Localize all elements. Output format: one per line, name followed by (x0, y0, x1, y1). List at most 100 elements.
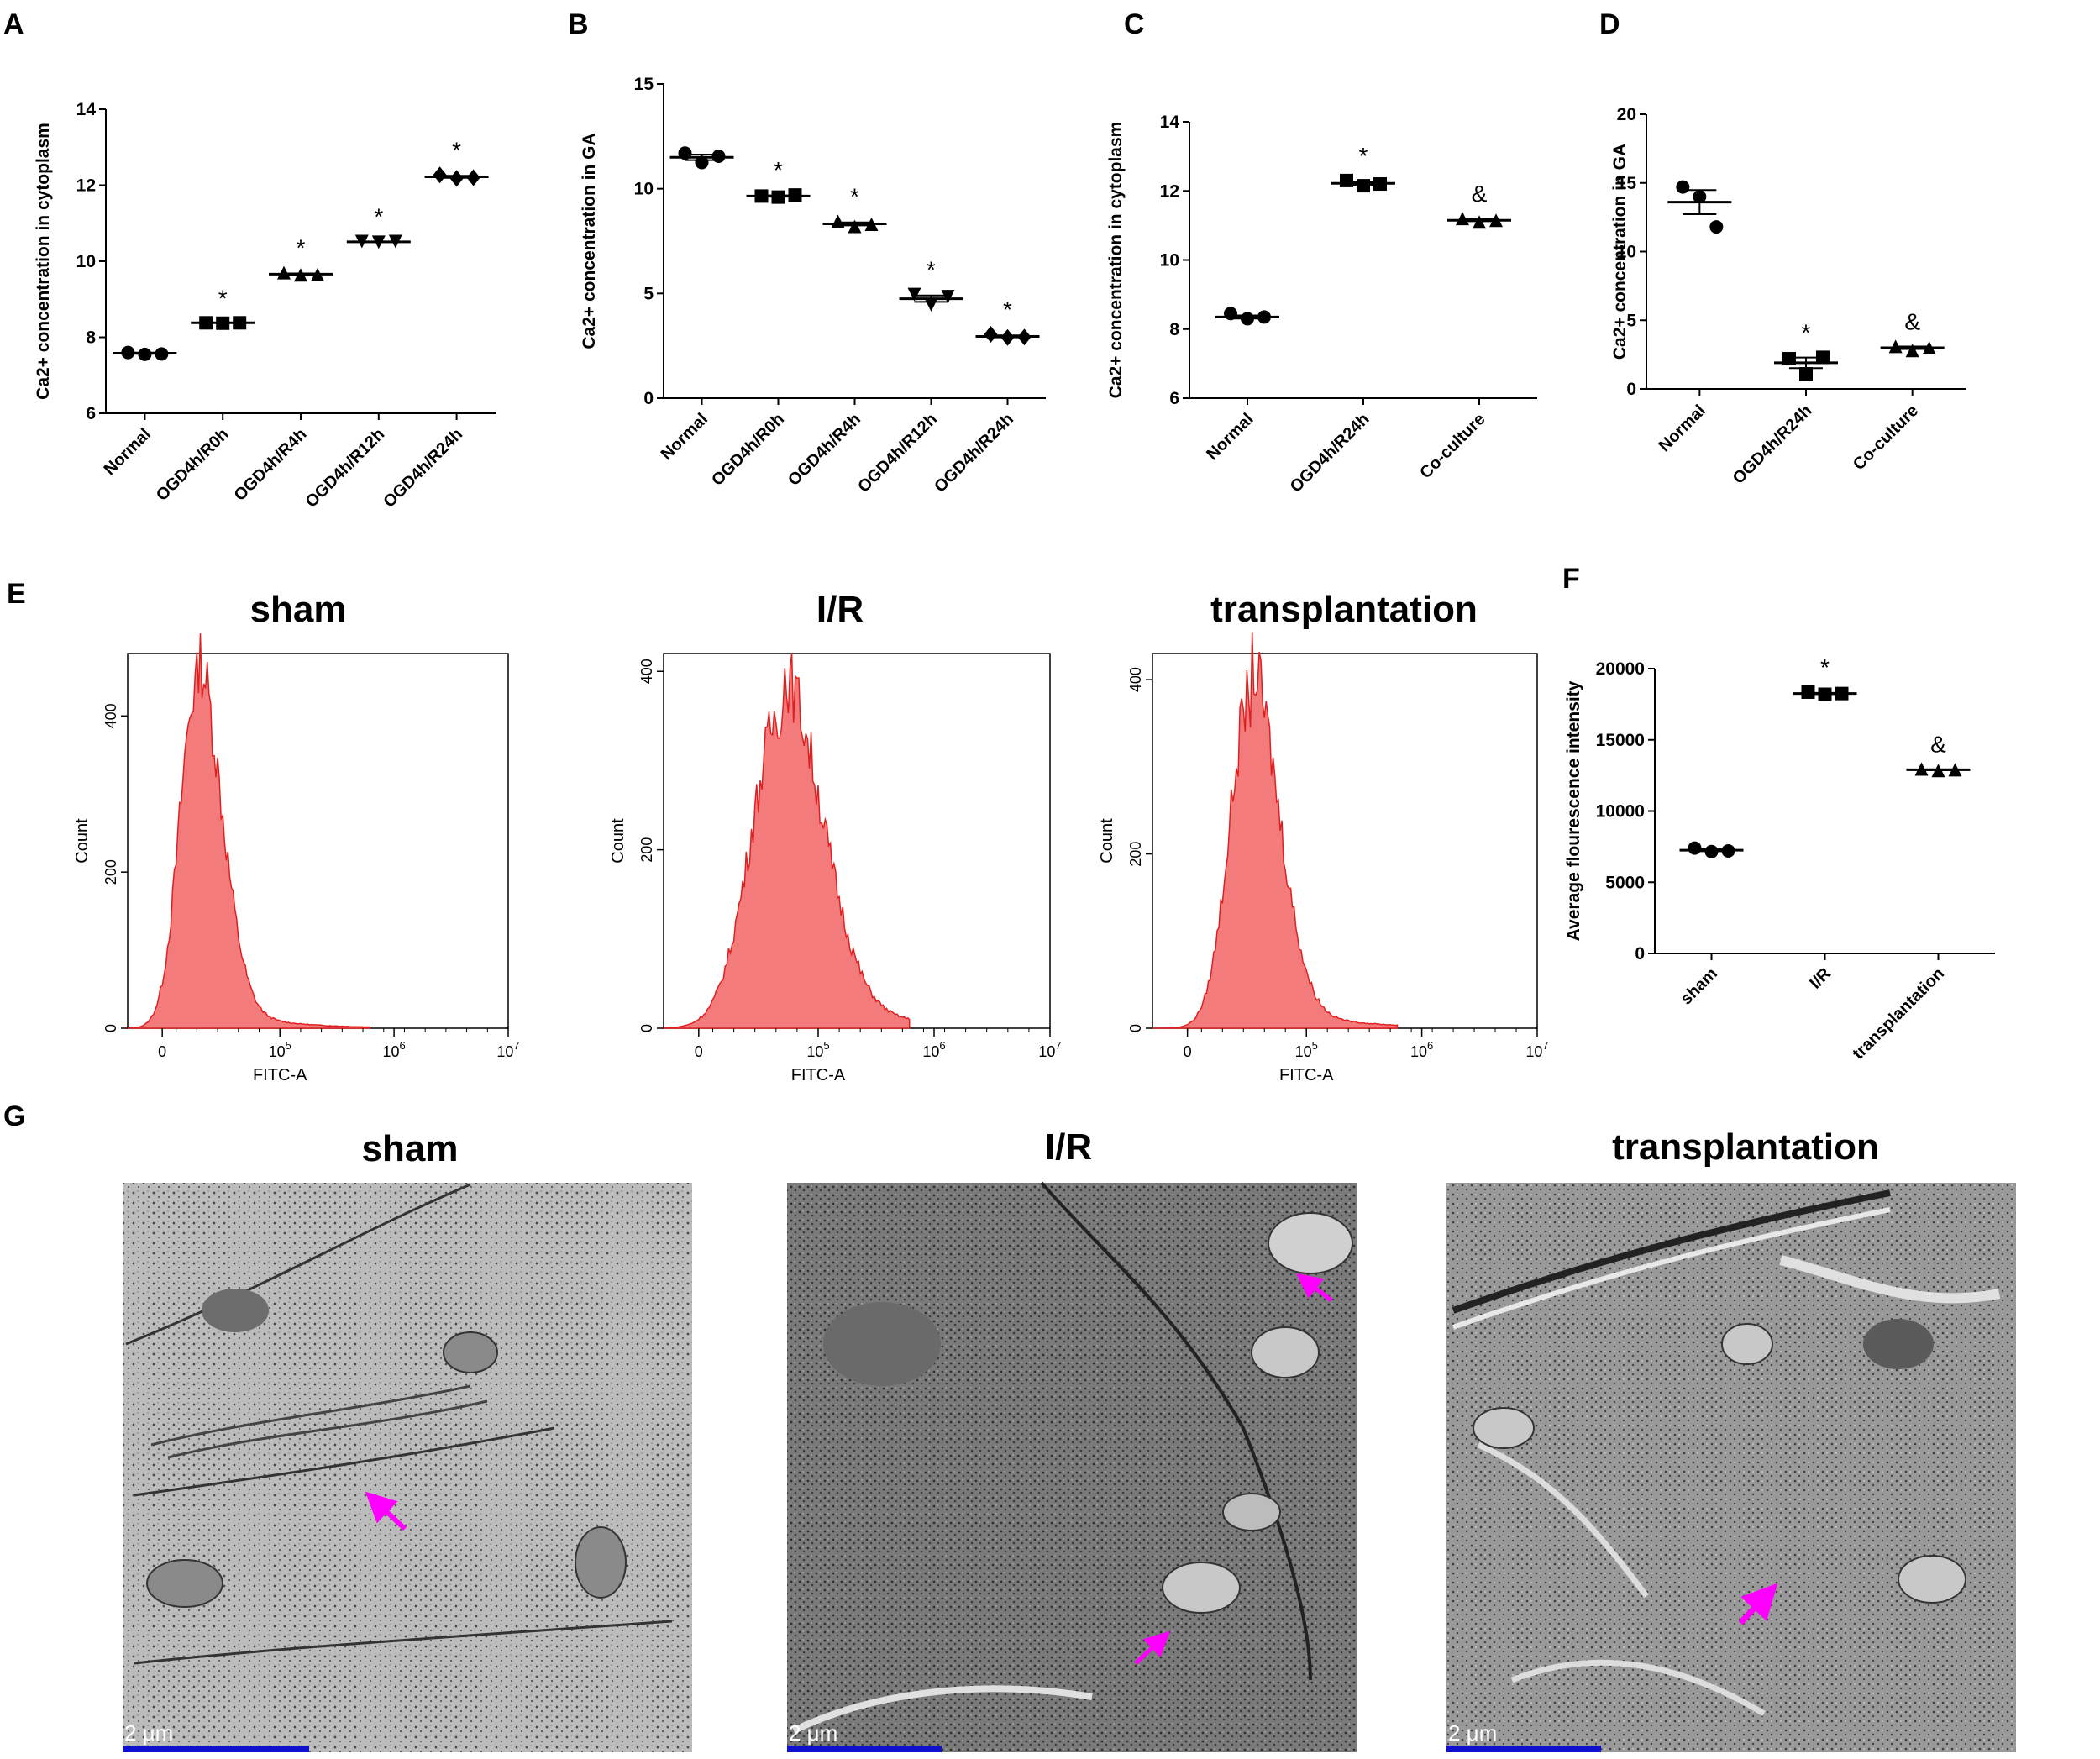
x-tick-label: 106 (922, 1039, 945, 1060)
y-tick-label: 0 (638, 1024, 655, 1032)
em-title-ir: I/R (1045, 1126, 1092, 1168)
data-point (433, 166, 447, 184)
data-point (1676, 180, 1690, 194)
y-tick-label: 200 (638, 837, 655, 863)
histogram-area (127, 633, 371, 1029)
y-tick-label: 15 (1617, 174, 1637, 193)
category-label: Normal (1203, 410, 1257, 464)
data-point (1688, 841, 1702, 855)
arrow-icon (1738, 1583, 1778, 1625)
category-label: Co-culture (1850, 402, 1922, 474)
significance-marker: * (297, 235, 306, 261)
x-tick-label: 0 (695, 1043, 703, 1060)
scale-label-sham: 2 μm (124, 1720, 173, 1746)
category-label: OGD4h/R24h (1287, 410, 1373, 496)
x-tick-label: 107 (1525, 1039, 1548, 1060)
flow-histogram-transplantation: transplantation 0 200 400 Count 0 105 106 107 FIT… (1098, 589, 1549, 1084)
data-point (1905, 344, 1919, 358)
significance-marker: & (1930, 731, 1946, 757)
y-tick-label: 400 (638, 659, 655, 684)
y-tick-label: 0 (1626, 380, 1636, 399)
y-tick-label: 10 (634, 180, 654, 199)
category-label: transplantation (1849, 964, 1948, 1063)
significance-marker: * (1802, 319, 1811, 345)
em-image-ir: 2 μm (787, 1181, 1357, 1752)
flow-histogram-ir: I/R 0 200 400 Count 0 105 106 107 FITC-A (609, 589, 1062, 1084)
arrow-icon (1296, 1273, 1333, 1302)
x-tick-label: 105 (1295, 1039, 1318, 1060)
x-tick-label: 105 (269, 1039, 291, 1060)
x-axis-label: FITC-A (1279, 1066, 1334, 1084)
y-tick-label: 20000 (1596, 659, 1645, 679)
category-label: OGD4h/R0h (153, 425, 233, 505)
panel-label-e: E (7, 578, 26, 610)
data-point (1799, 367, 1813, 381)
x-axis-label: FITC-A (791, 1066, 846, 1084)
y-tick-label: 10 (1617, 243, 1636, 262)
data-point (984, 325, 998, 343)
arrow-icon (1134, 1630, 1170, 1665)
y-tick-label: 14 (1160, 113, 1180, 132)
panel-label-a: A (3, 8, 24, 40)
y-tick-label: 6 (86, 404, 96, 423)
y-tick-label: 400 (102, 703, 119, 728)
scale-label-transplantation: 2 μm (1448, 1720, 1497, 1746)
significance-marker: & (1904, 308, 1920, 334)
category-label: OGD4h/R0h (708, 410, 788, 490)
significance-marker: * (927, 257, 936, 283)
y-tick-label: 15000 (1596, 731, 1645, 750)
y-axis-label: Ca2+ concentration in GA (1610, 144, 1630, 360)
significance-marker: & (1472, 181, 1488, 207)
category-label: sham (1677, 964, 1722, 1009)
em-title-sham: sham (362, 1128, 459, 1169)
y-tick-label: 12 (1160, 181, 1179, 201)
y-tick-label: 0 (102, 1024, 119, 1032)
plot-frame (1152, 653, 1538, 1029)
arrow-icon (365, 1491, 407, 1531)
x-tick-label: 106 (1410, 1039, 1433, 1060)
y-tick-label: 0 (1635, 944, 1645, 964)
category-label: OGD4h/R24h (1730, 402, 1816, 488)
chart-ca-ga-coculture: 0 5 10 15 20 Ca2+ concentration in GA Normal OG… (1610, 105, 1966, 488)
y-tick-label: 6 (1169, 389, 1179, 408)
scale-label-ir: 2 μm (789, 1720, 837, 1746)
data-point (695, 155, 709, 170)
significance-marker: * (452, 137, 461, 163)
y-tick-label: 14 (76, 100, 97, 119)
x-tick-label: 0 (1184, 1043, 1192, 1060)
data-point (941, 290, 955, 304)
significance-marker: * (1003, 297, 1012, 323)
significance-marker: * (1359, 143, 1368, 169)
panel-label-f: F (1562, 563, 1580, 595)
panel-label-d: D (1599, 8, 1620, 40)
y-tick-label: 0 (1127, 1024, 1144, 1032)
significance-marker: * (374, 203, 383, 229)
y-tick-label: 8 (86, 328, 96, 348)
y-tick-label: 200 (1127, 842, 1144, 867)
significance-marker: * (1820, 654, 1830, 680)
chart-ca-cytoplasm-time: 6 8 10 12 14 Ca2+ concentration in cytoplasm N… (34, 100, 496, 512)
category-label: Normal (658, 410, 711, 464)
category-label: OGD4h/R12h (302, 425, 389, 512)
category-label: OGD4h/R12h (854, 410, 941, 496)
x-tick-label: 105 (806, 1039, 829, 1060)
y-tick-label: 5 (643, 284, 654, 303)
x-axis-label: FITC-A (253, 1066, 307, 1084)
x-tick-label: 106 (382, 1039, 405, 1060)
category-label: OGD4h/R4h (785, 410, 864, 490)
x-tick-label: 107 (1038, 1039, 1061, 1060)
y-tick-label: 200 (102, 859, 119, 885)
y-tick-label: 5 (1626, 311, 1636, 330)
category-label: I/R (1806, 964, 1835, 993)
y-tick-label: 10 (76, 252, 96, 271)
category-label: Normal (1656, 402, 1709, 455)
y-axis-label: Average flourescence intensity (1564, 680, 1583, 941)
x-tick-label: 0 (158, 1043, 166, 1060)
histogram-area (663, 653, 911, 1029)
data-point (1709, 220, 1724, 234)
em-title-transplantation: transplantation (1612, 1126, 1879, 1168)
flow-title: sham (250, 589, 347, 630)
y-axis-label: Count (73, 818, 92, 864)
y-axis-label: Ca2+ concentration in cytoplasm (1106, 122, 1126, 399)
